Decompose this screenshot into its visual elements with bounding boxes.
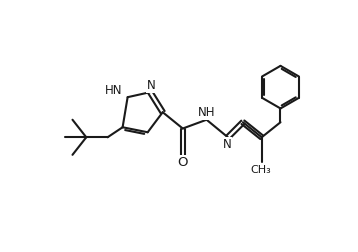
Text: N: N xyxy=(223,138,232,151)
Text: NH: NH xyxy=(198,106,215,119)
Text: O: O xyxy=(178,156,188,169)
Text: CH₃: CH₃ xyxy=(250,165,271,175)
Text: N: N xyxy=(147,79,156,92)
Text: HN: HN xyxy=(105,84,122,98)
